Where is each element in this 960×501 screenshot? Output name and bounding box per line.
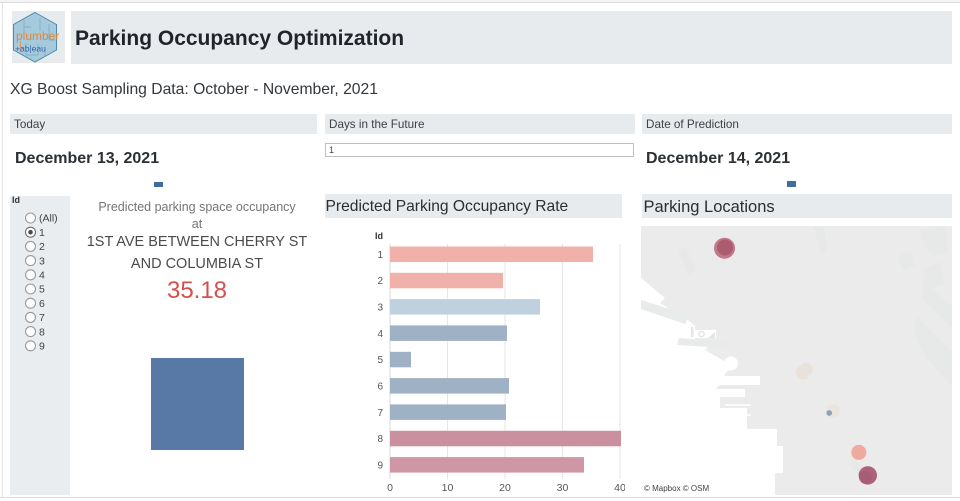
svg-text:(All): (All) [39,213,58,225]
svg-text:2: 2 [39,241,45,253]
svg-text:3: 3 [377,303,383,314]
svg-text:plumber: plumber [16,29,59,43]
svg-text:1: 1 [377,250,383,261]
svg-text:© Mapbox © OSM: © Mapbox © OSM [644,484,709,493]
svg-text:10: 10 [442,482,454,494]
svg-text:8: 8 [39,326,45,338]
svg-text:40: 40 [614,482,625,494]
svg-text:5: 5 [377,355,383,366]
svg-text:+ab|eau: +ab|eau [15,44,46,54]
svg-text:3: 3 [39,255,45,267]
svg-text:5: 5 [39,284,45,296]
svg-text:6: 6 [39,298,45,310]
svg-text:6: 6 [377,381,383,392]
svg-text:7: 7 [39,312,45,324]
svg-text:2: 2 [377,276,383,287]
svg-text:9: 9 [39,341,45,353]
svg-text:0: 0 [387,482,393,494]
svg-text:20: 20 [499,482,511,494]
svg-text:Id: Id [375,231,383,241]
svg-text:9: 9 [377,460,383,471]
svg-text:4: 4 [39,270,45,282]
svg-text:4: 4 [377,329,383,340]
svg-text:1: 1 [39,227,45,239]
svg-text:8: 8 [377,434,383,445]
svg-text:30: 30 [557,482,569,494]
svg-text:7: 7 [377,408,383,419]
